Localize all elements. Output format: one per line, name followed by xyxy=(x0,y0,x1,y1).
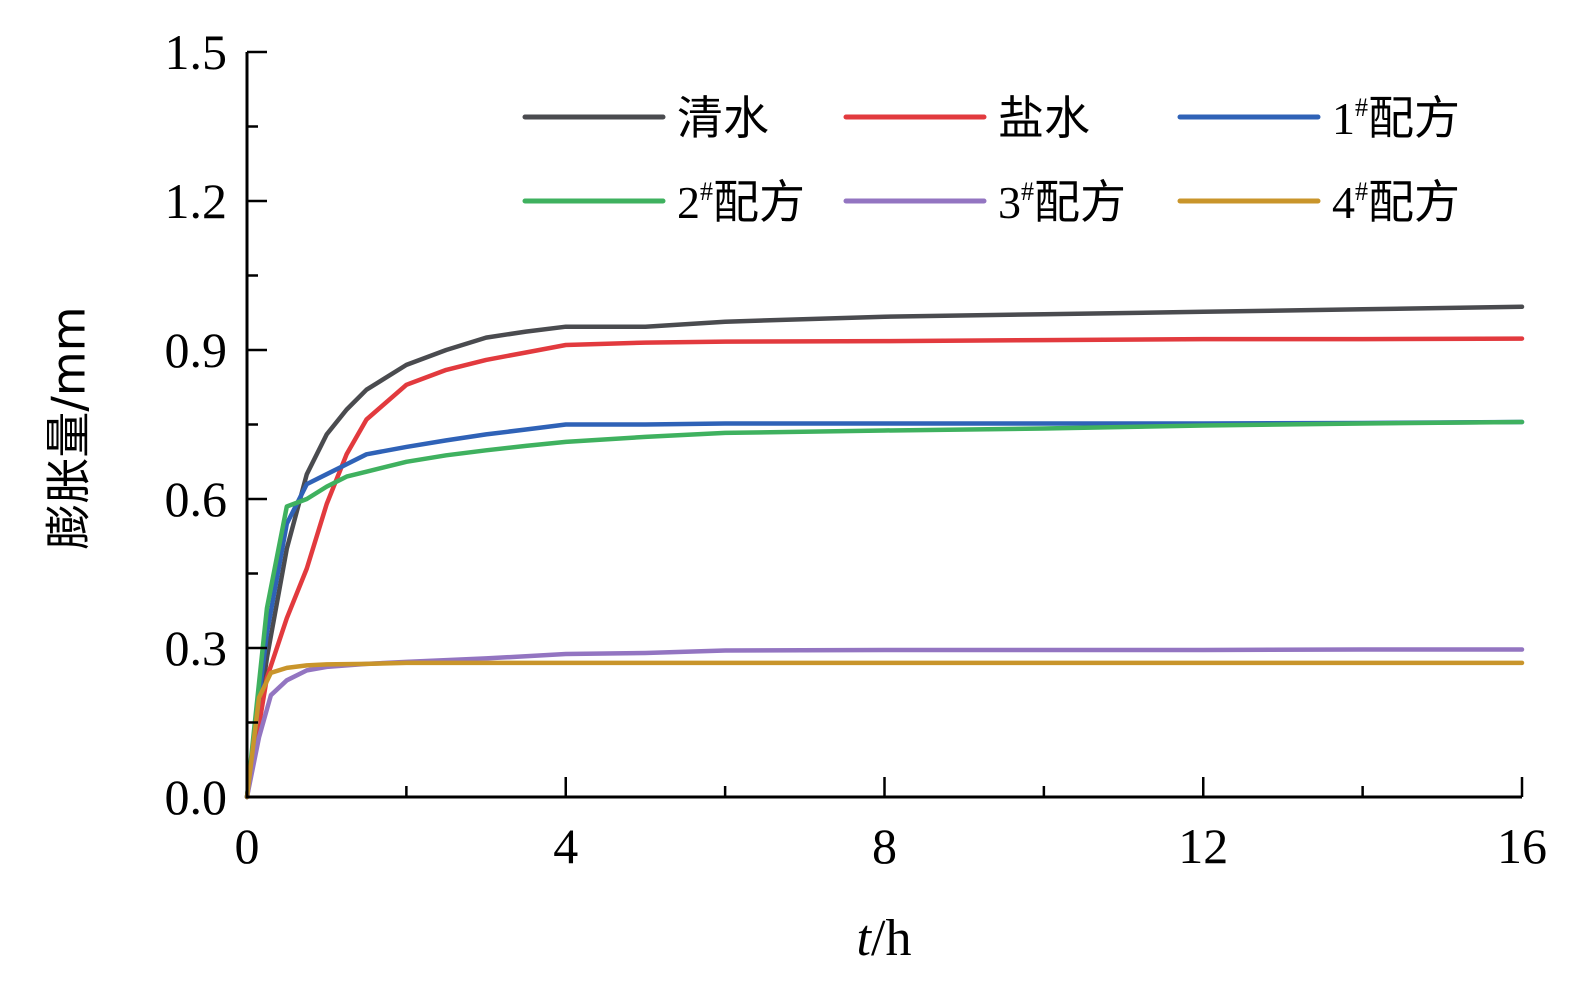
x-tick-label: 0 xyxy=(235,818,260,874)
legend-item-4: 2#配方 xyxy=(522,177,805,228)
y-axis-label: 膨胀量/mm xyxy=(42,306,96,549)
y-tick-label: 1.5 xyxy=(165,24,228,80)
series-line-3 xyxy=(244,419,1525,800)
x-tick-label: 4 xyxy=(553,818,578,874)
series-line-2 xyxy=(244,336,1525,800)
y-tick-label: 0.6 xyxy=(165,471,228,527)
y-tick-label: 1.2 xyxy=(165,173,228,229)
x-axis-title-variable: t xyxy=(857,910,873,967)
legend-label: 2#配方 xyxy=(677,177,805,228)
x-tick-label: 16 xyxy=(1497,818,1547,874)
x-tick-label: 12 xyxy=(1178,818,1228,874)
legend-label: 1#配方 xyxy=(1332,93,1460,144)
legend-label: 盐水 xyxy=(998,93,1090,144)
series-line-1 xyxy=(244,304,1525,800)
legend: 清水 盐水 1#配方 2#配方 3#配方 4#配方 xyxy=(522,93,1460,228)
legend-label: 4#配方 xyxy=(1332,177,1460,228)
legend-label: 清水 xyxy=(677,93,769,144)
legend-item-5: 3#配方 xyxy=(843,177,1126,228)
series-line-4 xyxy=(244,419,1525,800)
series-lines xyxy=(244,304,1525,800)
legend-item-1: 清水 xyxy=(522,93,769,144)
x-axis-title: t/h xyxy=(857,910,912,967)
y-axis-title: 膨胀量/mm xyxy=(42,306,96,549)
x-tick-label: 8 xyxy=(872,818,897,874)
y-tick-label: 0.0 xyxy=(165,769,228,825)
y-axis-ticks: 0.0 0.3 0.6 0.9 1.2 1.5 xyxy=(165,24,267,825)
y-tick-label: 0.9 xyxy=(165,322,228,378)
x-axis-title-unit: /h xyxy=(871,910,911,967)
legend-label: 3#配方 xyxy=(998,177,1126,228)
series-line-6 xyxy=(244,660,1525,800)
legend-item-6: 4#配方 xyxy=(1177,177,1460,228)
x-axis-ticks: 0 4 8 12 16 xyxy=(235,777,1547,874)
y-tick-label: 0.3 xyxy=(165,620,228,676)
series-line-5 xyxy=(244,647,1525,800)
legend-item-2: 盐水 xyxy=(843,93,1090,144)
legend-item-3: 1#配方 xyxy=(1177,93,1460,144)
